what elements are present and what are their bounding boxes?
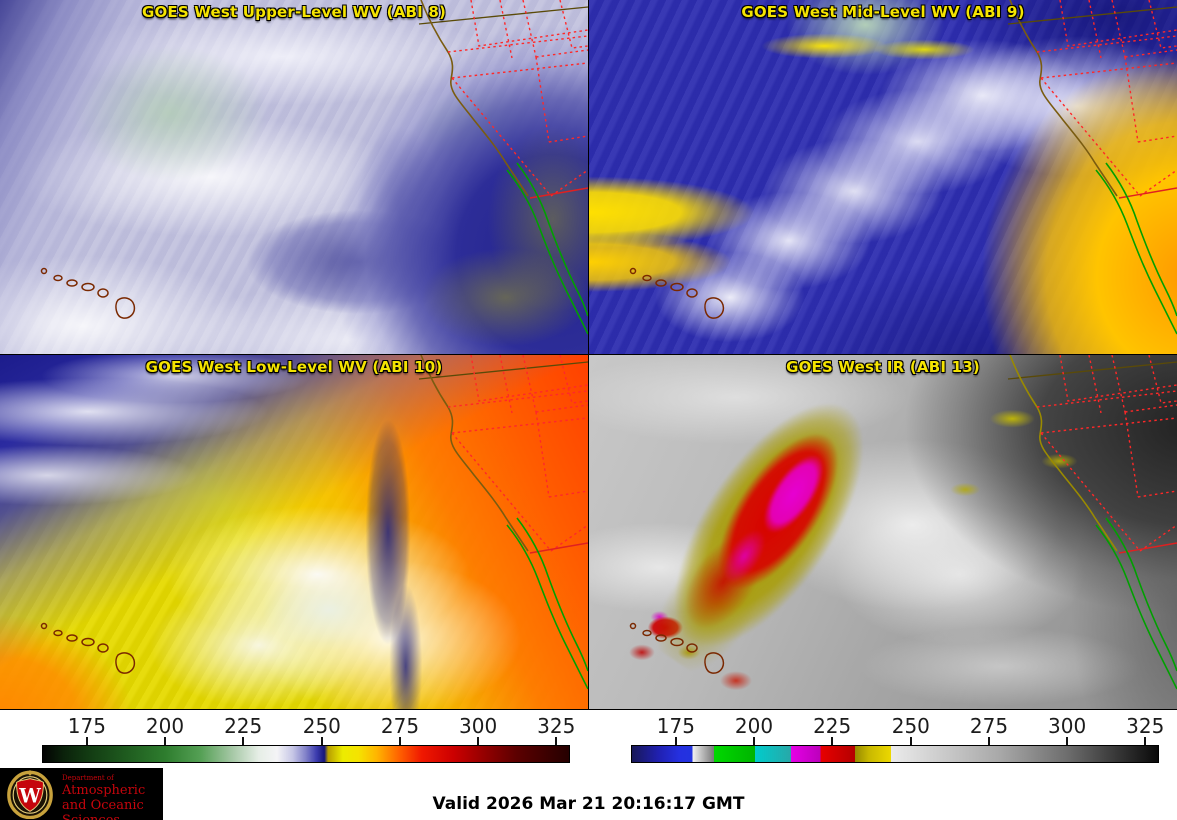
panel-title: GOES West Upper-Level WV (ABI 8) xyxy=(141,3,447,21)
uw-aos-logo: W Department of Atmospheric and Oceanic … xyxy=(0,768,163,820)
colorbar-tick-label: 275 xyxy=(969,714,1009,738)
panel-title: GOES West IR (ABI 13) xyxy=(786,358,980,376)
colorbar-tick-label: 175 xyxy=(656,714,695,738)
colorbar-tick-mark xyxy=(320,737,323,745)
uw-crest-icon: W xyxy=(7,769,53,819)
colorbar-strip: 175 200 225 250 275 300 325 175 200 225 250 275 300… xyxy=(0,710,1177,766)
colorbar-tick-mark xyxy=(753,737,756,745)
colorbar-tick-label: 175 xyxy=(67,714,106,738)
satellite-quad-panel: GOES West Upper-Level WV (ABI 8) GOES We… xyxy=(0,0,1177,710)
colorbar-tick-label: 325 xyxy=(1126,714,1165,738)
colorbar-tick-label: 200 xyxy=(734,714,774,738)
colorbar-tick-label: 275 xyxy=(380,714,420,738)
colorbar-gradient-ir xyxy=(631,745,1159,763)
colorbar-tick-mark xyxy=(242,737,245,745)
colorbar-tick-mark xyxy=(674,737,677,745)
colorbar-wv: 175 200 225 250 275 300 325 xyxy=(0,710,588,766)
colorbar-tick-label: 250 xyxy=(302,714,341,738)
colorbar-ir: 175 200 225 250 275 300 325 xyxy=(589,710,1177,766)
colorbar-tick-mark xyxy=(831,737,834,745)
panel-ir: GOES West IR (ABI 13) xyxy=(589,355,1177,709)
colorbar-tick-label: 300 xyxy=(459,714,498,738)
map-overlay xyxy=(589,355,1177,709)
valid-timestamp: Valid 2026 Mar 21 20:16:17 GMT xyxy=(432,794,745,814)
colorbar-tick-label: 200 xyxy=(145,714,185,738)
colorbar-ticks-area: 175 200 225 250 275 300 325 xyxy=(42,710,575,766)
colorbar-tick-mark xyxy=(398,737,401,745)
colorbar-tick-mark xyxy=(987,737,990,745)
colorbar-tick-label: 225 xyxy=(224,714,263,738)
colorbar-tick-mark xyxy=(477,737,480,745)
logo-text: Department of Atmospheric and Oceanic Sc… xyxy=(62,774,163,820)
map-overlay xyxy=(589,0,1177,354)
colorbar-tick-mark xyxy=(85,737,88,745)
footer: W Department of Atmospheric and Oceanic … xyxy=(0,766,1177,820)
colorbar-tick-label: 250 xyxy=(891,714,930,738)
colorbar-tick-mark xyxy=(1066,737,1069,745)
crest-letter: W xyxy=(18,785,41,808)
panel-title: GOES West Mid-Level WV (ABI 9) xyxy=(741,3,1025,21)
colorbar-tick-label: 325 xyxy=(537,714,576,738)
logo-oceanic-sciences: and Oceanic Sciences xyxy=(62,797,144,820)
colorbar-tick-label: 300 xyxy=(1048,714,1087,738)
colorbar-tick-label: 225 xyxy=(813,714,852,738)
panel-low-level-wv: GOES West Low-Level WV (ABI 10) xyxy=(0,355,588,709)
colorbar-ticks-area: 175 200 225 250 275 300 325 xyxy=(631,710,1164,766)
colorbar-tick-mark xyxy=(164,737,167,745)
colorbar-tick-mark xyxy=(555,737,558,745)
colorbar-tick-mark xyxy=(1144,737,1147,745)
panel-mid-level-wv: GOES West Mid-Level WV (ABI 9) xyxy=(589,0,1177,354)
map-overlay xyxy=(0,355,588,709)
panel-title: GOES West Low-Level WV (ABI 10) xyxy=(145,358,443,376)
colorbar-gradient-wv xyxy=(42,745,570,763)
map-overlay xyxy=(0,0,588,354)
panel-upper-level-wv: GOES West Upper-Level WV (ABI 8) xyxy=(0,0,588,354)
logo-atmospheric: Atmospheric xyxy=(62,783,146,799)
colorbar-tick-mark xyxy=(909,737,912,745)
logo-department-of: Department of xyxy=(62,774,114,782)
